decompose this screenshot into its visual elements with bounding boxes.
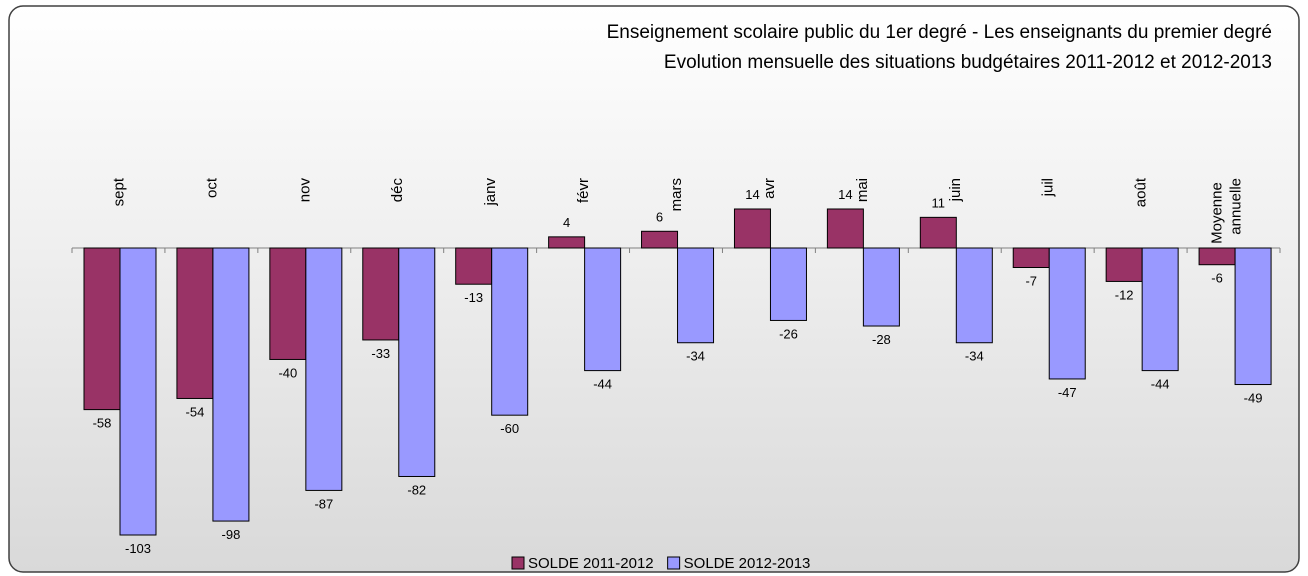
bar xyxy=(398,247,436,477)
category-label: mai xyxy=(854,178,871,202)
chart-title: Enseignement scolaire public du 1er degr… xyxy=(607,22,1272,43)
bar xyxy=(769,247,807,321)
data-label: 14 xyxy=(838,187,852,202)
category-label: Moyenne annuelle xyxy=(1209,178,1245,244)
data-label: -103 xyxy=(125,541,151,556)
data-label: -54 xyxy=(186,404,205,419)
legend-swatch xyxy=(511,556,525,570)
data-label: -98 xyxy=(222,527,241,542)
bar xyxy=(305,247,343,491)
bar xyxy=(362,247,400,341)
data-label: 6 xyxy=(656,209,663,224)
bar xyxy=(1012,247,1050,269)
legend-label: SOLDE 2012-2013 xyxy=(684,555,811,572)
bar xyxy=(83,247,121,411)
data-label: 14 xyxy=(745,187,759,202)
data-label: -7 xyxy=(1025,274,1037,289)
bar xyxy=(641,230,679,249)
data-label: -13 xyxy=(464,290,483,305)
data-label: -28 xyxy=(872,332,891,347)
bar xyxy=(862,247,900,327)
category-label: juil xyxy=(1040,178,1057,197)
category-label: mars xyxy=(668,178,685,211)
category-label: avr xyxy=(761,178,778,199)
bar xyxy=(269,247,307,360)
category-label: févr xyxy=(575,178,592,203)
data-label: 11 xyxy=(932,195,946,210)
data-label: -60 xyxy=(500,421,519,436)
data-label: -34 xyxy=(965,349,984,364)
bar xyxy=(1234,247,1272,386)
data-label: -49 xyxy=(1244,391,1263,406)
chart-subtitle: Evolution mensuelle des situations budgé… xyxy=(664,52,1272,73)
data-label: -44 xyxy=(1151,377,1170,392)
data-label: -34 xyxy=(686,349,705,364)
bar xyxy=(584,247,622,372)
category-label: janv xyxy=(482,178,499,207)
data-label: 4 xyxy=(563,215,570,230)
bar xyxy=(1141,247,1179,372)
legend-swatch xyxy=(667,556,681,570)
data-label: -33 xyxy=(371,346,390,361)
category-label: juin xyxy=(947,178,964,202)
data-label: -12 xyxy=(1115,287,1134,302)
data-label: -47 xyxy=(1058,385,1077,400)
bar xyxy=(548,236,586,249)
data-label: -40 xyxy=(278,365,297,380)
category-label: oct xyxy=(203,177,220,198)
data-label: -44 xyxy=(593,377,612,392)
bar xyxy=(677,247,715,344)
bar xyxy=(119,247,157,536)
bar xyxy=(455,247,493,285)
bar xyxy=(212,247,250,522)
category-label: déc xyxy=(389,178,406,203)
category-label: août xyxy=(1133,177,1150,207)
bar xyxy=(955,247,993,344)
category-label: nov xyxy=(296,178,313,203)
bar xyxy=(1048,247,1086,380)
bar xyxy=(1198,247,1236,266)
legend-label: SOLDE 2011-2012 xyxy=(528,555,654,572)
bar xyxy=(491,247,529,416)
bar xyxy=(826,208,864,249)
category-label: sept xyxy=(110,177,127,206)
data-label: -58 xyxy=(93,416,112,431)
data-label: -82 xyxy=(407,482,426,497)
bar xyxy=(176,247,214,399)
data-label: -6 xyxy=(1211,271,1223,286)
bar xyxy=(733,208,771,249)
bar xyxy=(919,216,957,249)
data-label: -26 xyxy=(779,326,798,341)
bar xyxy=(1105,247,1143,282)
data-label: -87 xyxy=(314,496,333,511)
